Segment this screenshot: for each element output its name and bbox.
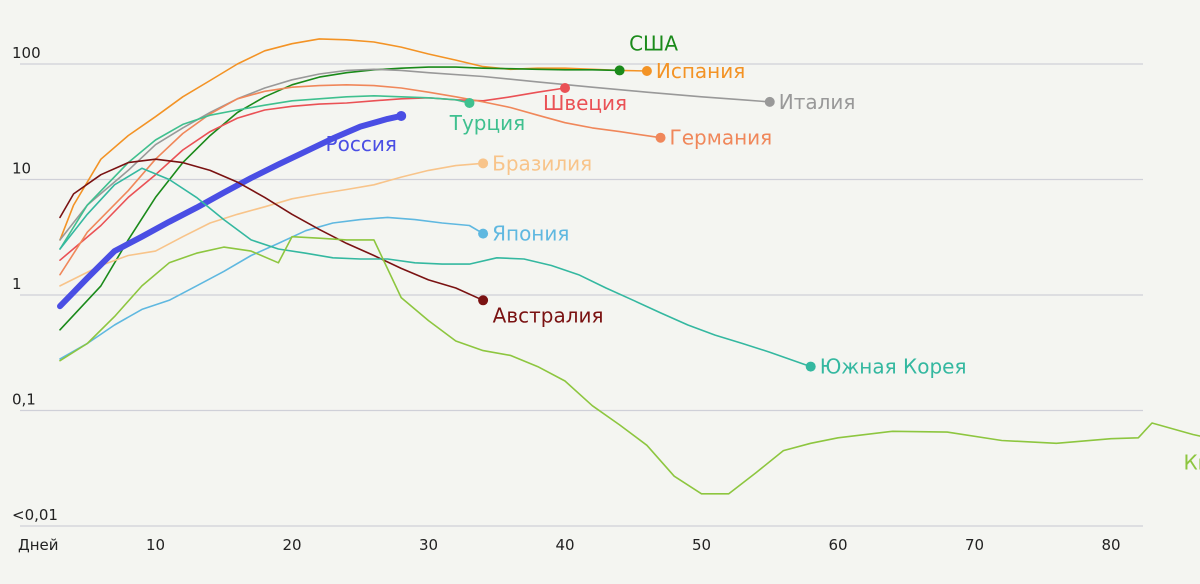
x-tick-label: 60 — [828, 536, 847, 554]
x-tick-label: 80 — [1101, 536, 1120, 554]
x-tick-label: 30 — [419, 536, 438, 554]
series-label-бразилия: Бразилия — [492, 151, 592, 175]
end-marker-россия — [396, 110, 407, 121]
x-tick-label: 70 — [965, 536, 984, 554]
series-line-испания — [59, 38, 648, 241]
end-marker-япония — [478, 228, 489, 239]
series-label-швеция: Швеция — [543, 91, 627, 115]
x-tick-label: 20 — [282, 536, 301, 554]
series-label-италия: Италия — [779, 90, 856, 114]
y-tick-label: 100 — [12, 44, 41, 62]
series-line-сша — [59, 66, 621, 331]
series-label-германия: Германия — [670, 126, 773, 150]
series-line-бразилия — [59, 162, 484, 287]
end-marker-сша — [614, 65, 625, 76]
end-marker-австралия — [478, 295, 489, 306]
series-line-россия — [57, 112, 405, 310]
end-marker-германия — [655, 132, 666, 143]
end-marker-италия — [764, 96, 775, 107]
series-lines — [57, 38, 1200, 495]
series-line-германия — [59, 84, 662, 276]
y-tick-label: 10 — [12, 160, 31, 178]
end-marker-швеция — [560, 82, 570, 93]
grid-lines — [20, 63, 1143, 527]
series-line-китай — [59, 235, 1200, 495]
series-label-австралия: Австралия — [493, 303, 604, 327]
series-label-россия: Россия — [326, 132, 397, 156]
series-label-южная-корея: Южная Корея — [820, 355, 967, 379]
series-labels: Испания США Италия Швеция Германия Турция Браз… — [326, 31, 1200, 474]
series-line-турция — [59, 95, 471, 250]
series-line-южная-корея — [59, 167, 812, 368]
series-label-япония: Япония — [492, 222, 569, 246]
y-tick-label: 0,1 — [12, 391, 36, 409]
series-label-сша: США — [629, 31, 678, 55]
series-label-турция: Турция — [449, 111, 525, 135]
x-tick-label: 50 — [692, 536, 711, 554]
x-axis-label: Дней — [18, 536, 59, 554]
end-marker-бразилия — [478, 158, 489, 169]
y-tick-label: 1 — [12, 275, 22, 293]
y-tick-label: <0,01 — [12, 506, 58, 524]
end-marker-турция — [464, 97, 475, 108]
series-line-япония — [59, 216, 484, 360]
series-label-китай: Китай — [1183, 450, 1200, 474]
series-label-испания: Испания — [656, 59, 745, 83]
series-line-италия — [59, 68, 771, 241]
series-line-австралия — [59, 158, 484, 302]
x-tick-label: 40 — [555, 536, 574, 554]
end-marker-южная-корея — [805, 361, 816, 372]
x-tick-label: 10 — [146, 536, 165, 554]
end-marker-испания — [641, 65, 652, 76]
